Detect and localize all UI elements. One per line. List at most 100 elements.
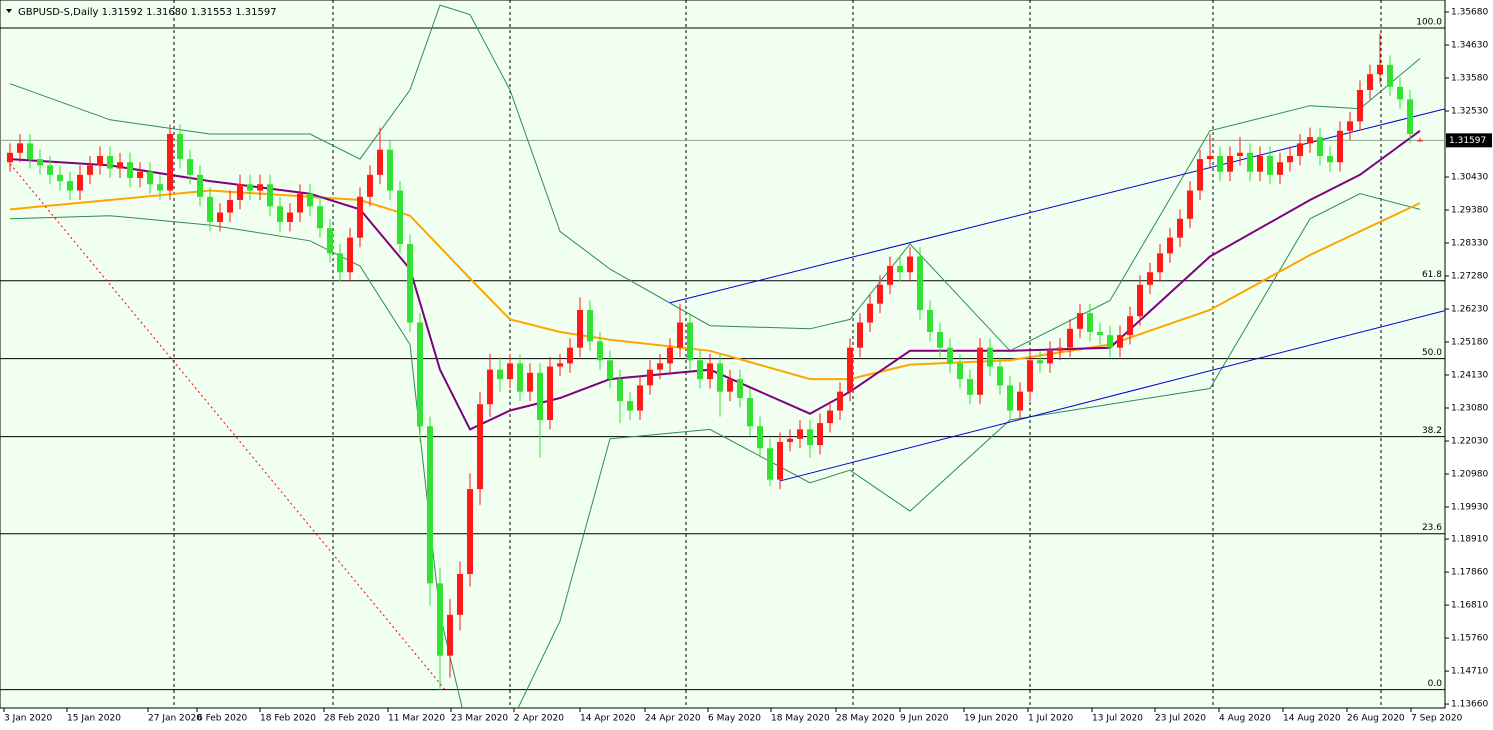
y-tick-label: 1.27280 xyxy=(1451,272,1488,282)
candle-body xyxy=(797,429,803,439)
candle-body xyxy=(1187,190,1193,219)
y-tick-label: 1.34630 xyxy=(1451,41,1488,51)
y-tick-label: 1.23080 xyxy=(1451,404,1488,414)
candle-body xyxy=(1137,284,1143,317)
candle-body xyxy=(167,133,173,191)
fib-level-label: 23.6 xyxy=(1422,523,1442,533)
x-tick-label: 7 Sep 2020 xyxy=(1411,714,1463,724)
candle-body xyxy=(747,397,753,427)
candle-body xyxy=(317,206,323,229)
candle-body xyxy=(1357,89,1363,122)
chart-title: GBPUSD-S,Daily 1.31592 1.31680 1.31553 1… xyxy=(18,7,277,18)
candle-body xyxy=(177,133,183,160)
candle-body xyxy=(1017,391,1023,411)
y-tick-label: 1.24130 xyxy=(1451,371,1488,381)
candle-body xyxy=(157,184,163,191)
candle-body xyxy=(687,322,693,361)
fib-level-label: 100.0 xyxy=(1416,18,1442,28)
candle-body xyxy=(7,152,13,163)
candle-body xyxy=(487,369,493,405)
y-tick-label: 1.29380 xyxy=(1451,206,1488,216)
candle-body xyxy=(1107,335,1113,348)
candle-body xyxy=(607,360,613,380)
candle-body xyxy=(47,165,53,175)
y-tick-label: 1.32530 xyxy=(1451,107,1488,117)
candle-body xyxy=(1267,155,1273,175)
trend-line xyxy=(779,310,1445,482)
candle-body xyxy=(1177,218,1183,238)
candle-body xyxy=(377,149,383,175)
candle-body xyxy=(397,190,403,244)
candle-body xyxy=(457,573,463,615)
x-tick-label: 6 May 2020 xyxy=(708,714,761,724)
candle-body xyxy=(817,423,823,446)
candle-body xyxy=(697,360,703,380)
candle-body xyxy=(117,162,123,169)
fib-level-label: 38.2 xyxy=(1422,426,1442,436)
candle-body xyxy=(257,184,263,191)
candle-body xyxy=(727,379,733,392)
candle-body xyxy=(1407,99,1413,134)
candle-body xyxy=(147,171,153,185)
candle-body xyxy=(287,212,293,222)
candle-body xyxy=(977,347,983,395)
current-price-label: 1.31597 xyxy=(1449,136,1486,146)
candle-body xyxy=(417,322,423,427)
x-tick-label: 1 Jul 2020 xyxy=(1028,714,1073,724)
y-tick-label: 1.25180 xyxy=(1451,338,1488,348)
candle-body xyxy=(197,174,203,197)
x-tick-label: 28 May 2020 xyxy=(836,714,895,724)
candle-body xyxy=(957,363,963,380)
candle-body xyxy=(867,303,873,323)
candle-body xyxy=(1197,159,1203,191)
candle-body xyxy=(427,426,433,584)
candle-body xyxy=(1387,64,1393,87)
candle-body xyxy=(1077,313,1083,329)
candle-body xyxy=(1337,130,1343,163)
candle-body xyxy=(137,171,143,178)
candle-body xyxy=(267,184,273,207)
candle-body xyxy=(967,379,973,395)
candle-body xyxy=(717,363,723,392)
candle-layer xyxy=(7,33,1423,691)
candle-body xyxy=(617,379,623,402)
candle-body xyxy=(497,369,503,380)
candle-body xyxy=(237,184,243,200)
x-tick-label: 18 Feb 2020 xyxy=(260,714,316,724)
axis-layer: 1.35680 1.34630 1.33580 1.32530 1.30430 1.293… xyxy=(3,8,1492,724)
y-tick-label: 1.35680 xyxy=(1451,8,1488,18)
candle-body xyxy=(297,193,303,213)
candle-body xyxy=(1067,328,1073,348)
candle-body xyxy=(997,366,1003,386)
y-tick-label: 1.14710 xyxy=(1451,667,1488,677)
candle-body xyxy=(387,149,393,191)
candle-body xyxy=(917,256,923,310)
candle-body xyxy=(1237,152,1243,156)
candle-body xyxy=(1057,347,1063,351)
candle-body xyxy=(937,331,943,348)
candle-body xyxy=(1157,253,1163,273)
candle-body xyxy=(447,614,453,656)
candle-body xyxy=(187,159,193,175)
candle-body xyxy=(527,372,533,392)
y-tick-label: 1.28330 xyxy=(1451,239,1488,249)
fib-level-label: 50.0 xyxy=(1422,348,1442,358)
current-price-box xyxy=(1446,133,1492,148)
candle-body xyxy=(647,369,653,386)
y-tick-label: 1.18910 xyxy=(1451,535,1488,545)
candle-body xyxy=(57,174,63,182)
candle-body xyxy=(107,155,113,169)
candle-body xyxy=(1367,74,1373,90)
menu-arrow[interactable] xyxy=(6,9,12,13)
candle-body xyxy=(1037,360,1043,364)
candle-body xyxy=(437,583,443,656)
candle-body xyxy=(207,196,213,222)
candle-body xyxy=(1117,335,1123,348)
candle-body xyxy=(537,372,543,420)
x-tick-label: 15 Jan 2020 xyxy=(67,714,121,724)
candle-body xyxy=(87,165,93,175)
candle-body xyxy=(1287,155,1293,163)
candle-body xyxy=(1317,137,1323,156)
y-tick-label: 1.33580 xyxy=(1451,74,1488,84)
